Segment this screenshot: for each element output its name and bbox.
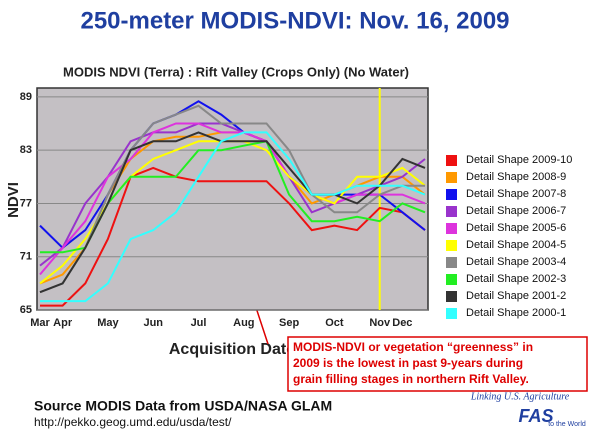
logo-tail: to the World bbox=[548, 421, 586, 428]
y-tick-label: 65 bbox=[20, 304, 32, 316]
x-tick-label: Dec bbox=[392, 317, 412, 329]
y-tick-label: 77 bbox=[20, 197, 32, 209]
legend-label: Detail Shape 2000-1 bbox=[466, 307, 566, 319]
annotation-text: 2009 is the lowest in past 9-years durin… bbox=[293, 356, 523, 370]
legend-swatch bbox=[446, 223, 457, 234]
legend-label: Detail Shape 2006-7 bbox=[466, 205, 566, 217]
x-axis-label: Acquisition Date bbox=[169, 341, 295, 358]
series-line bbox=[40, 131, 426, 303]
annotation-text: grain filling stages in northern Rift Va… bbox=[293, 372, 529, 386]
y-tick-label: 83 bbox=[20, 144, 32, 156]
legend-swatch bbox=[446, 155, 457, 166]
series-line bbox=[39, 122, 426, 267]
x-tick-label: Jul bbox=[191, 317, 207, 329]
x-tick-label: Aug bbox=[233, 317, 254, 329]
source: Source MODIS Data from USDA/NASA GLAM bbox=[34, 398, 332, 414]
legend-swatch bbox=[446, 189, 457, 200]
annotation-text: MODIS-NDVI or vegetation “greenness” in bbox=[293, 340, 533, 354]
legend-swatch bbox=[446, 240, 457, 251]
slide-title: 250-meter MODIS-NDVI: Nov. 16, 2009 bbox=[80, 7, 509, 34]
y-tick-label: 71 bbox=[20, 251, 32, 263]
chart-title: MODIS NDVI (Terra) : Rift Valley (Crops … bbox=[63, 64, 409, 79]
legend-label: Detail Shape 2007-8 bbox=[466, 188, 566, 200]
legend-swatch bbox=[446, 291, 457, 302]
logo-mark: FAS bbox=[518, 406, 553, 426]
legend-label: Detail Shape 2003-4 bbox=[466, 256, 566, 268]
x-tick-label: Oct bbox=[325, 317, 344, 329]
legend-label: Detail Shape 2004-5 bbox=[466, 239, 566, 251]
y-axis-label: NDVI bbox=[5, 182, 22, 218]
x-tick-label: Apr bbox=[53, 317, 73, 329]
legend-swatch bbox=[446, 172, 457, 183]
legend-label: Detail Shape 2005-6 bbox=[466, 222, 566, 234]
series-line bbox=[40, 166, 426, 307]
legend-label: Detail Shape 2009-10 bbox=[466, 154, 572, 166]
x-tick-label: Nov bbox=[369, 317, 391, 329]
x-tick-label: Sep bbox=[279, 317, 299, 329]
legend-label: Detail Shape 2001-2 bbox=[466, 290, 566, 302]
x-tick-label: Mar bbox=[30, 317, 50, 329]
legend-swatch bbox=[446, 206, 457, 217]
series-line bbox=[39, 104, 425, 294]
legend-swatch bbox=[446, 274, 457, 285]
series-line bbox=[39, 131, 426, 294]
legend-swatch bbox=[446, 308, 457, 319]
x-tick-label: Jun bbox=[143, 317, 163, 329]
x-tick-label: May bbox=[97, 317, 119, 329]
legend-label: Detail Shape 2008-9 bbox=[466, 171, 566, 183]
legend-swatch bbox=[446, 257, 457, 268]
legend-label: Detail Shape 2002-3 bbox=[466, 273, 566, 285]
series-line bbox=[39, 122, 426, 276]
source-url: http://pekko.geog.umd.edu/usda/test/ bbox=[34, 415, 232, 429]
y-tick-label: 89 bbox=[20, 91, 32, 103]
logo-line: Linking U.S. Agriculture bbox=[470, 391, 570, 402]
annotation-box bbox=[287, 336, 588, 392]
